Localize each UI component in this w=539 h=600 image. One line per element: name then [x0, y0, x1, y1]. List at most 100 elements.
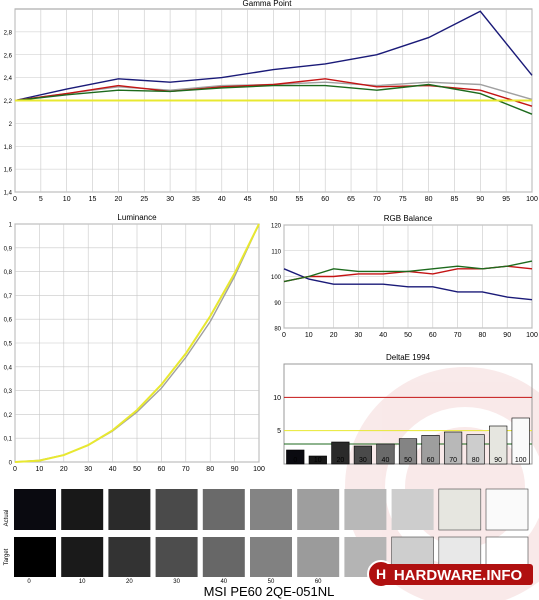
deltae-bar	[511, 417, 530, 465]
swatch-actual	[485, 488, 529, 531]
luminance-ytick-label: 0,1	[4, 437, 13, 443]
gamma-ytick-label: 1,4	[4, 191, 13, 197]
gamma-xtick-label: 75	[399, 196, 407, 203]
swatch-level-label: 60	[315, 579, 322, 585]
luminance-xtick-label: 10	[36, 466, 44, 473]
gamma-xtick-label: 20	[115, 196, 123, 203]
swatch-actual	[391, 489, 434, 530]
rgb-xtick-label: 10	[305, 332, 313, 339]
deltae-xtick-label: 20	[336, 457, 344, 464]
gamma-xtick-label: 30	[166, 196, 174, 203]
swatch-actual	[438, 488, 482, 531]
deltae-bar	[443, 431, 463, 465]
rgb-xtick-label: 0	[282, 332, 286, 339]
luminance-ytick-label: 1	[9, 223, 13, 229]
swatch-level-label: 20	[126, 579, 133, 585]
logo-banner	[383, 564, 533, 585]
deltae-xtick-label: 80	[472, 457, 480, 464]
gamma-xtick-label: 60	[321, 196, 329, 203]
deltae-bar	[421, 435, 440, 465]
swatch-target	[61, 537, 104, 577]
luminance-xtick-label: 100	[253, 466, 265, 473]
luminance-xtick-label: 30	[84, 466, 92, 473]
gamma-ytick-label: 1,8	[4, 145, 13, 151]
gamma-xtick-label: 40	[218, 196, 226, 203]
deltae-bar	[376, 443, 395, 465]
gamma-ytick-label: 2,4	[4, 76, 13, 82]
hardware-info-logo: H HARDWARE.INFO	[367, 560, 533, 588]
deltae-xtick-label: 40	[382, 457, 390, 464]
luminance-title: Luminance	[117, 213, 157, 222]
luminance-ytick-label: 0,6	[4, 318, 13, 324]
rgb-series-blue	[283, 268, 533, 301]
gamma-title: Gamma Point	[243, 0, 293, 8]
swatch-target	[155, 537, 198, 577]
deltae-xtick-label: 70	[449, 457, 457, 464]
gamma-xtick-label: 10	[63, 196, 71, 203]
swatch-level-label: 40	[220, 579, 227, 585]
gamma-xtick-label: 5	[39, 196, 43, 203]
gamma-xtick-label: 100	[526, 196, 538, 203]
rgb-ytick-label: 100	[271, 275, 282, 281]
luminance-xtick-label: 0	[13, 466, 17, 473]
logo-h-glyph: H	[376, 566, 386, 582]
gamma-chart: Gamma Point 1,4 1,6 1,8 2 2,2 2,4 2,6 2,8 0 5 10 15…	[4, 0, 538, 203]
rgb-xtick-label: 60	[429, 332, 437, 339]
swatch-level-label: 10	[79, 579, 86, 585]
deltae-xtick-label: 0	[293, 457, 297, 464]
gamma-xtick-label: 90	[476, 196, 484, 203]
deltae-ytick-label: 5	[277, 428, 281, 435]
gamma-xtick-label: 35	[192, 196, 200, 203]
gamma-xtick-label: 50	[270, 196, 278, 203]
deltae-bar	[398, 438, 418, 465]
rgb-ytick-label: 110	[271, 249, 281, 255]
deltae-title: DeltaE 1994	[386, 353, 431, 362]
rgb-xtick-label: 50	[404, 332, 412, 339]
luminance-ytick-label: 0,5	[4, 342, 13, 348]
luminance-xtick-label: 90	[231, 466, 239, 473]
gamma-xtick-label: 65	[347, 196, 355, 203]
swatch-level-label: 0	[27, 579, 31, 585]
gamma-xtick-label: 15	[89, 196, 97, 203]
luminance-ytick-label: 0	[9, 461, 13, 467]
rgb-xtick-label: 90	[503, 332, 511, 339]
luminance-series-yellow	[14, 223, 260, 463]
deltae-xtick-label: 30	[359, 457, 367, 464]
swatch-row-label-actual: Actual	[4, 510, 10, 527]
rgb-xtick-label: 100	[526, 332, 538, 339]
luminance-ytick-label: 0,8	[4, 270, 13, 276]
rgb-xtick-label: 20	[330, 332, 338, 339]
deltae-bar	[308, 455, 327, 465]
swatch-level-label: 50	[268, 579, 275, 585]
gamma-xtick-label: 55	[295, 196, 303, 203]
rgb-balance-chart: RGB Balance 80 90 100 110 120 0 10 20 30 40 50 60 70…	[271, 214, 538, 339]
swatch-target	[297, 537, 340, 577]
swatch-level-label: 30	[173, 579, 180, 585]
gamma-ytick-label: 2,2	[4, 99, 13, 105]
luminance-chart: Luminance 00,10,20,30,40,50,60,70,80,910…	[4, 213, 265, 473]
deltae-bar	[353, 445, 373, 465]
luminance-ytick-label: 0,4	[4, 365, 13, 371]
luminance-xtick-label: 40	[109, 466, 117, 473]
deltae-ytick-label: 10	[273, 395, 281, 402]
rgb-xtick-label: 70	[454, 332, 462, 339]
luminance-ytick-label: 0,7	[4, 294, 13, 300]
deltae-bar	[466, 434, 485, 465]
swatch-target	[250, 537, 292, 577]
deltae-bar	[489, 425, 508, 465]
gamma-series-blue	[14, 10, 533, 102]
luminance-xtick-label: 80	[206, 466, 214, 473]
rgb-ytick-label: 80	[274, 327, 281, 333]
luminance-xtick-label: 20	[60, 466, 68, 473]
swatch-target	[108, 537, 151, 577]
gamma-xtick-label: 25	[140, 196, 148, 203]
gamma-xtick-label: 95	[502, 196, 510, 203]
swatch-actual	[61, 489, 104, 530]
swatch-row-label-target: Target	[4, 548, 10, 565]
swatch-actual	[202, 489, 245, 530]
luminance-ytick-label: 0,2	[4, 413, 13, 419]
gamma-xtick-label: 0	[13, 196, 17, 203]
swatch-actual	[344, 489, 387, 530]
gamma-ytick-label: 2	[9, 122, 13, 128]
